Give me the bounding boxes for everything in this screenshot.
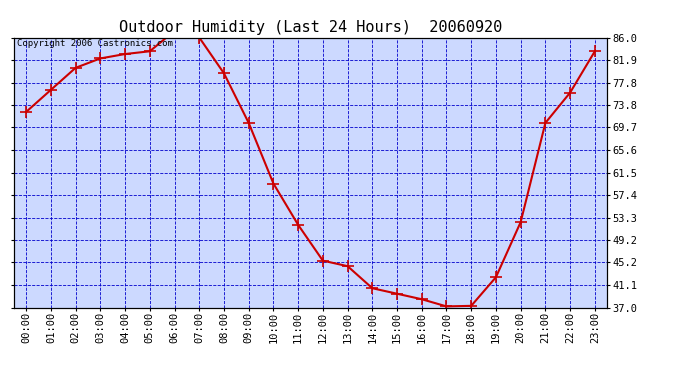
Text: Copyright 2006 Castronics.com: Copyright 2006 Castronics.com bbox=[17, 39, 172, 48]
Title: Outdoor Humidity (Last 24 Hours)  20060920: Outdoor Humidity (Last 24 Hours) 2006092… bbox=[119, 20, 502, 35]
